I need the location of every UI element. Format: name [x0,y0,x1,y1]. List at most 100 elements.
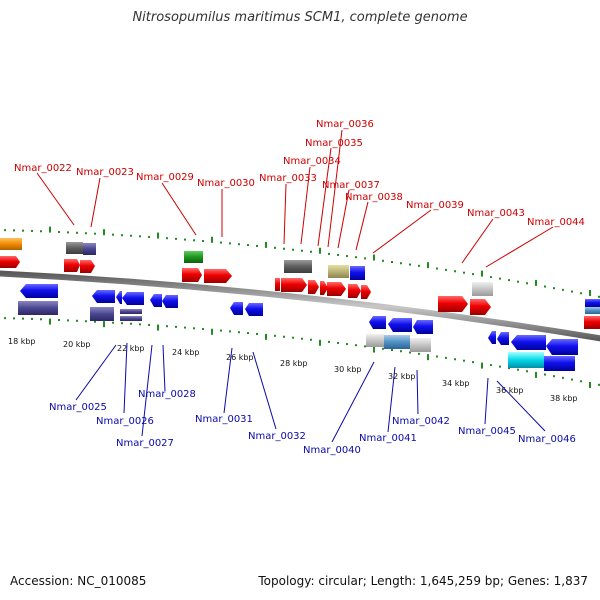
gene-blue[interactable] [546,339,578,355]
gene-blue[interactable] [388,318,412,332]
gene-lightgray[interactable] [472,282,493,296]
gene-red[interactable] [438,296,468,312]
gene-blue[interactable] [585,299,600,307]
gene-label-nmar-0026[interactable]: Nmar_0026 [96,416,154,427]
gene-label-nmar-0046[interactable]: Nmar_0046 [518,434,576,445]
gene-steelblue[interactable] [585,307,600,314]
minor-tick [175,325,177,328]
gene-orange[interactable] [0,238,22,250]
gene-purple[interactable] [120,309,142,314]
minor-tick [85,320,87,323]
gene-red[interactable] [320,281,328,295]
gene-red[interactable] [0,256,20,268]
minor-tick [148,235,150,238]
scale-label-30kbp: 30 kbp [334,365,362,374]
gene-label-nmar-0027[interactable]: Nmar_0027 [116,438,174,449]
gene-blue[interactable] [150,294,162,307]
gene-label-nmar-0039[interactable]: Nmar_0039 [406,200,464,211]
gene-red[interactable] [348,284,361,298]
scale-label-38kbp: 38 kbp [550,394,578,403]
gene-lightgray[interactable] [410,338,431,352]
gene-label-nmar-0045[interactable]: Nmar_0045 [458,426,516,437]
minor-tick [58,318,60,321]
gene-red[interactable] [275,278,280,291]
gene-label-nmar-0034[interactable]: Nmar_0034 [283,156,341,167]
minor-tick [292,248,294,251]
gene-blue[interactable] [413,320,433,334]
minor-tick [400,262,402,265]
gene-blue[interactable] [488,331,496,344]
gene-red[interactable] [470,299,491,315]
gene-red[interactable] [361,285,371,299]
gene-label-nmar-0038[interactable]: Nmar_0038 [345,192,403,203]
gene-olive[interactable] [328,265,349,278]
gene-red[interactable] [584,316,600,329]
minor-tick [544,373,546,376]
gene-red[interactable] [80,260,95,273]
gene-label-nmar-0035[interactable]: Nmar_0035 [305,138,363,149]
minor-tick [580,292,582,295]
minor-tick [166,325,168,328]
gene-gray[interactable] [284,260,312,273]
gene-blue[interactable] [350,266,365,280]
gene-gray[interactable] [66,242,83,254]
gene-label-nmar-0031[interactable]: Nmar_0031 [195,414,253,425]
minor-tick [247,244,249,247]
gene-blue[interactable] [122,292,144,305]
gene-blue[interactable] [544,356,575,371]
minor-tick [409,263,411,266]
gene-blue[interactable] [116,291,122,304]
gene-red[interactable] [281,278,307,292]
gene-red[interactable] [204,269,232,283]
gene-purple[interactable] [18,301,58,315]
gene-label-nmar-0028[interactable]: Nmar_0028 [138,389,196,400]
minor-tick [121,322,123,325]
gene-label-nmar-0037[interactable]: Nmar_0037 [322,180,380,191]
gene-label-nmar-0044[interactable]: Nmar_0044 [527,217,585,228]
gene-label-nmar-0033[interactable]: Nmar_0033 [259,173,317,184]
gene-purple[interactable] [83,243,96,255]
gene-blue[interactable] [511,335,546,350]
gene-lightgray[interactable] [366,334,384,347]
gene-label-nmar-0029[interactable]: Nmar_0029 [136,172,194,183]
minor-tick [67,319,69,322]
gene-label-nmar-0023[interactable]: Nmar_0023 [76,167,134,178]
gene-blue[interactable] [92,290,115,303]
gene-red[interactable] [327,282,346,296]
gene-steelblue[interactable] [384,335,410,349]
gene-label-nmar-0036[interactable]: Nmar_0036 [316,119,374,130]
major-tick [319,247,321,254]
gene-red[interactable] [64,259,80,272]
gene-label-nmar-0040[interactable]: Nmar_0040 [303,445,361,456]
gene-blue[interactable] [162,295,178,308]
gene-purple[interactable] [90,307,114,321]
gene-label-nmar-0043[interactable]: Nmar_0043 [467,208,525,219]
minor-tick [22,229,24,232]
minor-tick [130,234,132,237]
gene-blue[interactable] [497,332,509,345]
gene-blue[interactable] [230,302,243,315]
gene-label-nmar-0042[interactable]: Nmar_0042 [392,416,450,427]
gene-red[interactable] [308,280,319,294]
minor-tick [166,237,168,240]
gene-blue[interactable] [245,303,263,316]
gene-blue[interactable] [20,284,58,298]
minor-tick [571,378,573,381]
gene-label-nmar-0025[interactable]: Nmar_0025 [49,402,107,413]
minor-tick [292,336,294,339]
gene-label-nmar-0022[interactable]: Nmar_0022 [14,163,72,174]
gene-purple[interactable] [120,316,142,321]
minor-tick [391,260,393,263]
gene-green[interactable] [184,251,203,263]
gene-blue[interactable] [369,316,386,329]
gene-label-nmar-0032[interactable]: Nmar_0032 [248,431,306,442]
scale-label-26kbp: 26 kbp [226,353,254,362]
minor-tick [490,276,492,279]
gene-label-nmar-0030[interactable]: Nmar_0030 [197,178,255,189]
gene-label-nmar-0041[interactable]: Nmar_0041 [359,433,417,444]
gene-red[interactable] [182,268,202,282]
minor-tick [337,253,339,256]
gene-cyan[interactable] [508,352,544,368]
minor-tick [598,295,600,298]
